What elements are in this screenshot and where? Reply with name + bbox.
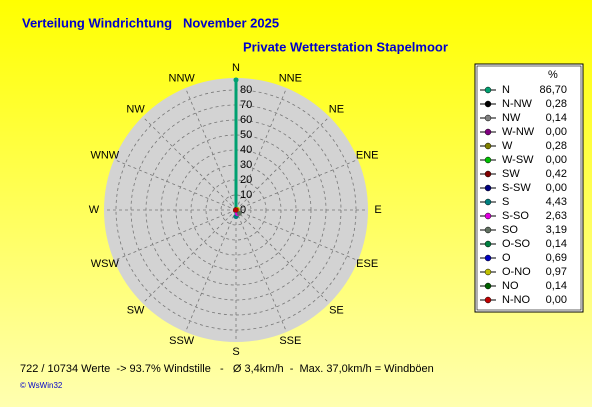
legend-label: SW — [502, 168, 520, 180]
legend-label: W-NW — [502, 126, 535, 138]
direction-label: SE — [329, 304, 344, 316]
direction-label: N — [232, 62, 240, 74]
r-tick-label: 80 — [240, 84, 252, 96]
wind-marker — [233, 207, 239, 213]
legend-value: 3,19 — [546, 224, 567, 236]
legend-marker — [484, 240, 492, 248]
grid-spoke — [235, 209, 330, 304]
grid-spoke — [235, 159, 359, 211]
direction-label: SSW — [169, 335, 195, 347]
direction-label: NW — [126, 103, 145, 115]
legend-marker — [484, 86, 492, 94]
grid-spoke — [235, 87, 287, 211]
direction-label: WSW — [91, 258, 120, 270]
legend-value: 0,14 — [546, 280, 567, 292]
direction-label: S — [232, 346, 239, 358]
legend-marker — [484, 212, 492, 220]
legend-value: 4,43 — [546, 196, 567, 208]
legend-label: S-SW — [502, 182, 531, 194]
wind-marker — [233, 77, 239, 83]
legend-value: 0,00 — [546, 126, 567, 138]
legend-value: 0,00 — [546, 154, 567, 166]
grid-spoke — [235, 209, 359, 261]
legend-marker — [484, 100, 492, 108]
r-tick-label: 50 — [240, 129, 252, 141]
legend-label: N — [502, 84, 510, 96]
legend-marker — [484, 142, 492, 150]
grid-spoke — [142, 116, 237, 211]
direction-label: WNW — [90, 150, 119, 162]
legend-value: 2,63 — [546, 210, 567, 222]
legend-marker — [484, 254, 492, 262]
legend-label: S-SO — [502, 210, 529, 222]
grid-spoke — [142, 209, 237, 304]
legend-value: 0,00 — [546, 182, 567, 194]
r-tick-label: 20 — [240, 174, 252, 186]
legend-marker — [484, 296, 492, 304]
legend-value: 0,69 — [546, 252, 567, 264]
legend-label: N-NW — [502, 98, 533, 110]
direction-label: SW — [127, 304, 145, 316]
grid-spoke — [235, 116, 330, 211]
legend-marker — [484, 170, 492, 178]
legend-inner — [476, 65, 582, 311]
legend-label: SO — [502, 224, 518, 236]
legend-value: 0,28 — [546, 140, 567, 152]
legend-marker — [484, 226, 492, 234]
legend-marker — [484, 198, 492, 206]
legend-marker — [484, 282, 492, 290]
legend-marker — [484, 156, 492, 164]
direction-label: W — [89, 204, 100, 216]
legend-label: O-NO — [502, 266, 531, 278]
legend-value: 0,00 — [546, 294, 567, 306]
legend-label: O-SO — [502, 238, 531, 250]
direction-label: ENE — [356, 150, 379, 162]
grid-spoke — [185, 209, 237, 333]
direction-label: NE — [329, 103, 344, 115]
chart-subtitle: Private Wetterstation Stapelmoor — [243, 39, 448, 54]
direction-label: SSE — [279, 335, 301, 347]
direction-label: NNW — [169, 73, 196, 85]
legend-label: W-SW — [502, 154, 534, 166]
copyright: © WsWin32 — [20, 381, 63, 390]
legend-label: NO — [502, 280, 519, 292]
grid-spoke — [113, 159, 237, 211]
r-tick-label: 40 — [240, 144, 252, 156]
legend-value: 0,14 — [546, 112, 567, 124]
legend-marker — [484, 114, 492, 122]
legend-marker — [484, 128, 492, 136]
footer: 722 / 10734 Werte -> 93.7% Windstille - … — [20, 363, 434, 375]
legend-value: 0,28 — [546, 98, 567, 110]
legend-value: 0,97 — [546, 266, 567, 278]
grid-spoke — [185, 87, 237, 211]
legend-marker — [484, 268, 492, 276]
r-tick-label: 30 — [240, 159, 252, 171]
r-tick-label: 10 — [240, 189, 252, 201]
legend-marker — [484, 184, 492, 192]
direction-label: NNE — [279, 73, 302, 85]
legend-value: 0,42 — [546, 168, 567, 180]
legend-value: 86,70 — [539, 84, 567, 96]
grid-spoke — [235, 209, 287, 333]
legend-header: % — [548, 69, 558, 81]
legend-label: NW — [502, 112, 521, 124]
direction-label: ESE — [356, 258, 378, 270]
r-tick-label: 70 — [240, 99, 252, 111]
r-tick-label: 60 — [240, 114, 252, 126]
grid-spoke — [113, 209, 237, 261]
direction-label: E — [374, 204, 381, 216]
legend-label: S — [502, 196, 509, 208]
legend-value: 0,14 — [546, 238, 567, 250]
chart-title: Verteilung Windrichtung November 2025 — [22, 15, 279, 30]
legend-label: O — [502, 252, 511, 264]
legend-label: N-NO — [502, 294, 531, 306]
legend-label: W — [502, 140, 513, 152]
r-tick-label: 0 — [240, 204, 246, 216]
